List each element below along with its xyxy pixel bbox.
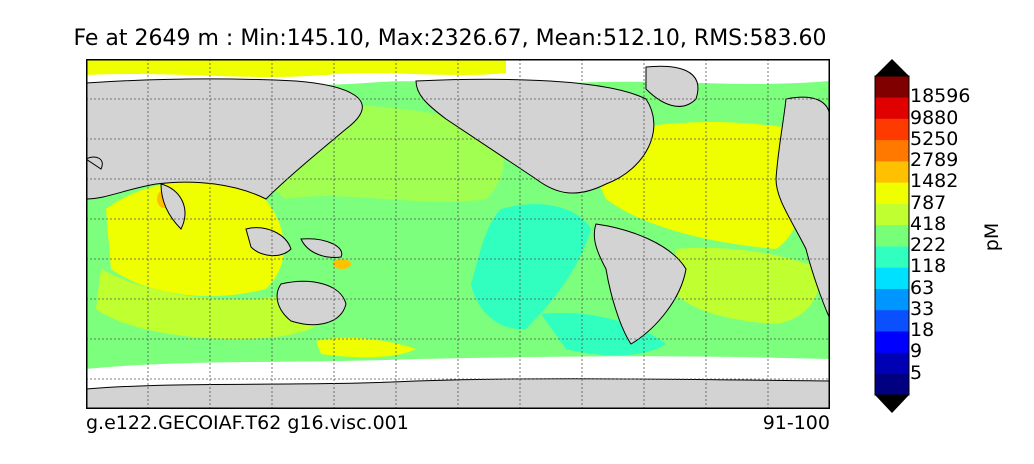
- colorbar-tick-label: 33: [910, 297, 935, 320]
- colorbar-segment: [875, 182, 909, 204]
- colorbar-tick-label: 18: [910, 319, 935, 342]
- colorbar-tick-label: 63: [910, 276, 935, 299]
- north-atlantic-yellow: [594, 122, 807, 249]
- colorbar-frame: [874, 75, 910, 396]
- colorbar-segment: [875, 139, 909, 162]
- colorbar-tick-label: 18596: [910, 85, 971, 108]
- colorbar-segment: [875, 246, 909, 268]
- colorbar-tick-label: 2789: [910, 149, 959, 172]
- colorbar-tick-label: 9: [910, 340, 923, 363]
- land-masses: [86, 65, 830, 409]
- land-asia: [86, 78, 363, 200]
- arctic-yellow-band: [86, 59, 506, 77]
- hotspot-new-guinea: [333, 259, 351, 269]
- colorbar-tick-label: 9880: [910, 106, 959, 129]
- colorbar-segment: [875, 373, 909, 396]
- colorbar-tick-label: 222: [910, 234, 947, 257]
- colorbar-segment: [875, 118, 909, 141]
- colorbar-segment: [875, 331, 909, 353]
- fe-concentration-map: [86, 59, 830, 409]
- run-name-caption: g.e122.GECOIAF.T62 g16.visc.001: [86, 412, 409, 434]
- colorbar-segment: [875, 203, 909, 226]
- colorbar-segment: [875, 224, 909, 247]
- land-maritime-se-asia: [245, 227, 343, 258]
- colorbar-tick-label: 418: [910, 212, 947, 235]
- map-frame: [86, 59, 830, 409]
- year-range-caption: 91-100: [762, 412, 830, 434]
- colorbar-over-arrow: [875, 59, 909, 76]
- southern-pacific-teal: [541, 312, 666, 356]
- colorbar-tick-label: 5250: [910, 127, 959, 150]
- colorbar-segment: [875, 267, 909, 289]
- colorbar-tick-label: 5: [910, 361, 923, 384]
- land-australia: [276, 280, 347, 326]
- colorbar-segment: [875, 288, 909, 311]
- land-north-america: [415, 78, 655, 194]
- graticule: [86, 59, 830, 409]
- land-africa-europe: [86, 96, 830, 320]
- land-antarctica: [86, 378, 830, 409]
- colorbar-unit: pM: [981, 222, 1003, 252]
- colorbar-tick-label: 787: [910, 191, 947, 214]
- land-india: [160, 183, 186, 230]
- colorbar-segments: [875, 76, 909, 396]
- colorbar-under-arrow: [875, 395, 909, 413]
- indian-ocean-yg: [96, 269, 328, 339]
- colorbar-segment: [875, 161, 909, 183]
- east-pacific-teal: [471, 204, 591, 330]
- colorbar: [874, 59, 910, 413]
- colorbar-segment: [875, 76, 909, 98]
- map-title: Fe at 2649 m : Min:145.10, Max:2326.67, …: [73, 26, 827, 51]
- indian-ocean-yellow: [106, 180, 285, 297]
- south-atlantic-yg: [671, 247, 821, 324]
- colorbar-segment: [875, 309, 909, 332]
- colorbar-tick-label: 1482: [910, 170, 959, 193]
- colorbar-segment: [875, 352, 909, 375]
- colorbar-segment: [875, 97, 909, 119]
- colorbar-tick-label: 118: [910, 255, 947, 278]
- antarctic-yellow-patches: [316, 337, 416, 358]
